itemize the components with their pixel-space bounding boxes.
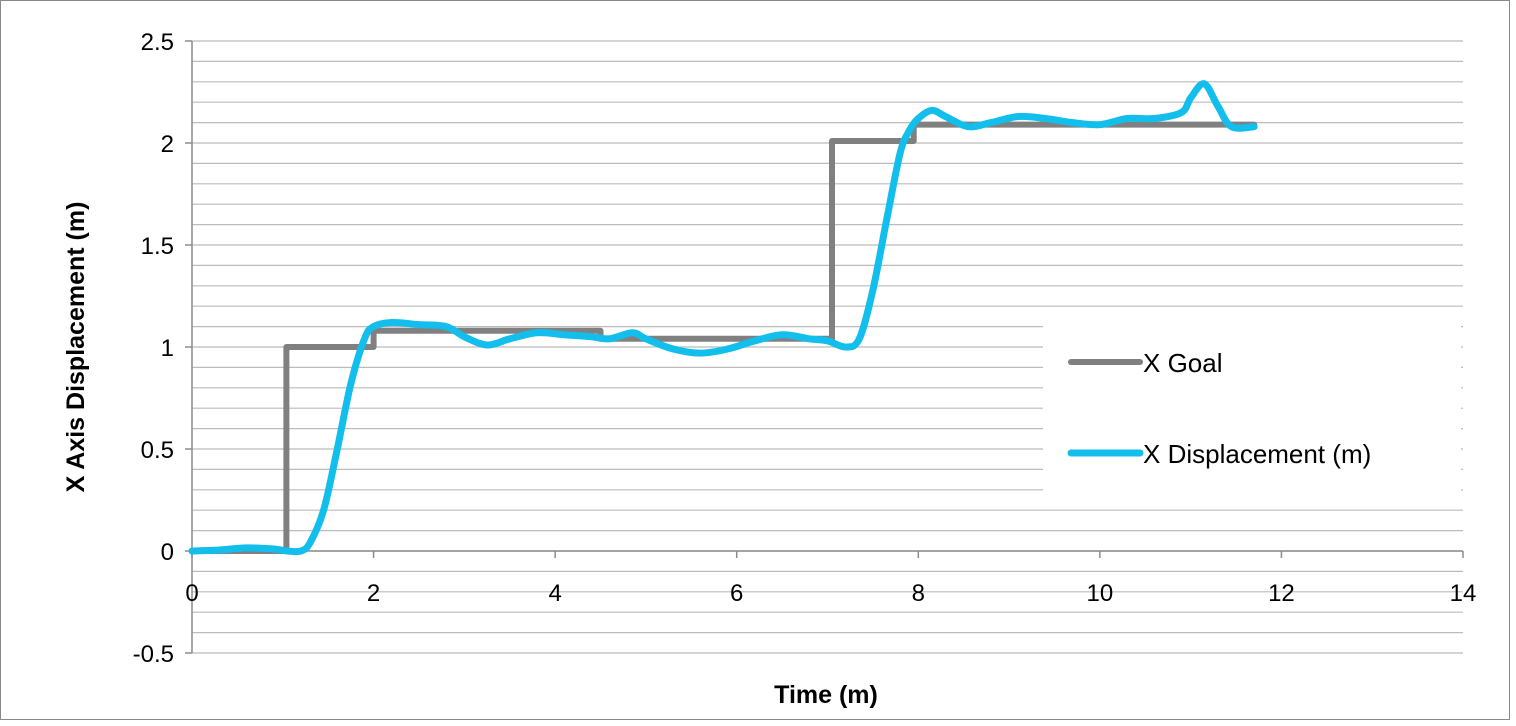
x-tick-label: 2 bbox=[367, 580, 380, 607]
x-tick-label: 6 bbox=[730, 580, 743, 607]
series-lines bbox=[188, 80, 1258, 556]
y-tick-label: 0.5 bbox=[141, 437, 174, 464]
x-tick-label: 4 bbox=[548, 580, 561, 607]
x-tick-label: 14 bbox=[1450, 580, 1477, 607]
series-line-x-displacement bbox=[188, 80, 1258, 556]
y-tick-label: 2 bbox=[161, 131, 174, 158]
y-axis-title: X Axis Displacement (m) bbox=[62, 202, 90, 493]
y-tick-label: 1.5 bbox=[141, 233, 174, 260]
y-tick-label: 2.5 bbox=[141, 29, 174, 56]
legend: X Goal X Displacement (m) bbox=[1043, 322, 1461, 492]
x-tick-label: 10 bbox=[1087, 580, 1114, 607]
legend-box bbox=[1043, 322, 1461, 492]
axes: -0.5 0 0.5 1 1.5 2 2.5 0 2 4 6 8 10 12 14 bbox=[133, 29, 1477, 668]
y-tick-label: 1 bbox=[161, 335, 174, 362]
y-tick-label: 0 bbox=[161, 539, 174, 566]
legend-label: X Displacement (m) bbox=[1143, 439, 1371, 469]
x-tick-label: 0 bbox=[185, 580, 198, 607]
gridlines bbox=[192, 40, 1463, 654]
legend-label: X Goal bbox=[1143, 348, 1223, 378]
x-axis-title: Time (m) bbox=[774, 681, 878, 709]
y-tick-label: -0.5 bbox=[133, 641, 174, 668]
x-tick-label: 8 bbox=[912, 580, 925, 607]
x-tick-label: 12 bbox=[1268, 580, 1295, 607]
